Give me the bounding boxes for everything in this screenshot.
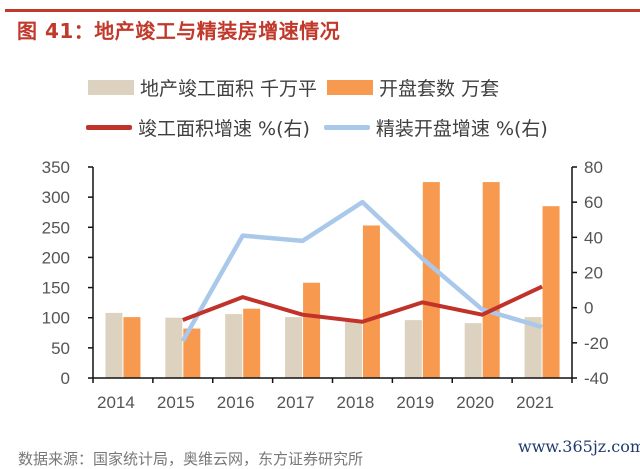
left-tick-label: 350 (42, 158, 70, 177)
x-tick-label: 2014 (97, 393, 135, 412)
bar-completed-area-2019 (405, 320, 422, 378)
bar-completed-area-2018 (345, 322, 362, 378)
left-tick-label: 300 (42, 188, 70, 207)
x-tick-label: 2018 (337, 393, 375, 412)
left-tick-label: 250 (42, 218, 70, 237)
bar-launches-2017 (303, 283, 320, 378)
left-tick-label: 100 (42, 309, 70, 328)
bar-launches-2018 (363, 225, 380, 378)
bar-launches-2014 (123, 317, 140, 378)
bar-completed-area-2016 (225, 314, 242, 378)
x-tick-label: 2016 (217, 393, 255, 412)
left-tick-label: 150 (42, 279, 70, 298)
bar-completed-area-2017 (285, 317, 302, 378)
right-tick-label: -40 (584, 369, 609, 388)
right-tick-label: 0 (584, 299, 593, 318)
bar-launches-2020 (483, 182, 500, 378)
bar-launches-2019 (423, 182, 440, 378)
x-tick-label: 2015 (157, 393, 195, 412)
x-tick-label: 2021 (516, 393, 554, 412)
bar-completed-area-2015 (165, 318, 182, 378)
x-tick-label: 2017 (277, 393, 315, 412)
source-note: 数据来源：国家统计局，奥维云网，东方证券研究所 (18, 448, 363, 469)
left-tick-label: 200 (42, 248, 70, 267)
right-tick-label: -20 (584, 334, 609, 353)
watermark: www.365jz.com (518, 437, 640, 456)
bar-launches-2016 (243, 309, 260, 378)
right-tick-label: 80 (584, 158, 603, 177)
x-tick-label: 2019 (396, 393, 434, 412)
bar-launches-2021 (543, 206, 560, 378)
x-tick-label: 2020 (456, 393, 494, 412)
bar-completed-area-2020 (465, 323, 482, 378)
left-tick-label: 0 (61, 369, 70, 388)
left-tick-label: 50 (51, 339, 70, 358)
bar-completed-area-2014 (105, 313, 122, 378)
right-tick-label: 60 (584, 193, 603, 212)
right-tick-label: 20 (584, 264, 603, 283)
right-tick-label: 40 (584, 228, 603, 247)
